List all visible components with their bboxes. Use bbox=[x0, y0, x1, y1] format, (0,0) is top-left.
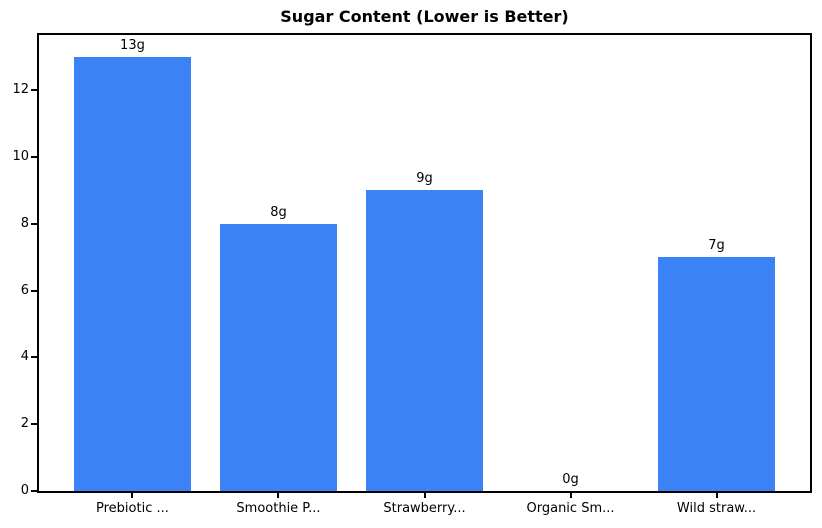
y-tick-mark-3 bbox=[31, 289, 37, 292]
y-tick-mark-6 bbox=[31, 89, 37, 92]
y-tick-label-1: 2 bbox=[20, 416, 29, 432]
bar-value-label-1: 8g bbox=[270, 204, 287, 220]
bar-value-label-0: 13g bbox=[120, 37, 145, 53]
y-tick-label-0: 0 bbox=[20, 483, 29, 498]
bar-4 bbox=[658, 257, 775, 491]
x-tick-mark-1 bbox=[277, 493, 280, 498]
x-tick-label-4: Wild straw... bbox=[676, 501, 757, 516]
bar-1 bbox=[220, 223, 337, 491]
y-tick-mark-5 bbox=[31, 155, 37, 158]
x-tick-mark-4 bbox=[715, 493, 718, 498]
y-tick-label-4: 8 bbox=[20, 215, 29, 231]
x-tick-label-3: Organic Sm... bbox=[526, 501, 615, 516]
x-tick-label-0: Prebiotic ... bbox=[96, 501, 169, 516]
x-tick-label-1: Smoothie P... bbox=[236, 501, 321, 516]
y-tick-mark-0 bbox=[31, 490, 37, 492]
x-tick-mark-3 bbox=[569, 493, 572, 498]
y-tick-mark-4 bbox=[31, 222, 37, 225]
bar-value-label-3: 0g bbox=[562, 472, 579, 487]
x-tick-mark-0 bbox=[131, 493, 134, 498]
y-tick-label-2: 4 bbox=[20, 349, 29, 365]
x-tick-mark-2 bbox=[423, 493, 426, 498]
bar-value-label-4: 7g bbox=[708, 238, 725, 254]
bar-2 bbox=[366, 190, 483, 491]
chart-title: Sugar Content (Lower is Better) bbox=[280, 7, 569, 26]
y-tick-label-6: 12 bbox=[12, 82, 29, 98]
bar-0 bbox=[74, 56, 191, 491]
bar-value-label-2: 9g bbox=[416, 171, 433, 187]
x-tick-label-2: Strawberry... bbox=[383, 501, 466, 516]
y-tick-label-5: 10 bbox=[12, 148, 29, 164]
y-tick-mark-1 bbox=[31, 423, 37, 426]
y-tick-mark-2 bbox=[31, 356, 37, 359]
y-tick-label-3: 6 bbox=[20, 282, 29, 298]
plot-area: 13g 8g 9g 0g 7g bbox=[37, 33, 812, 493]
